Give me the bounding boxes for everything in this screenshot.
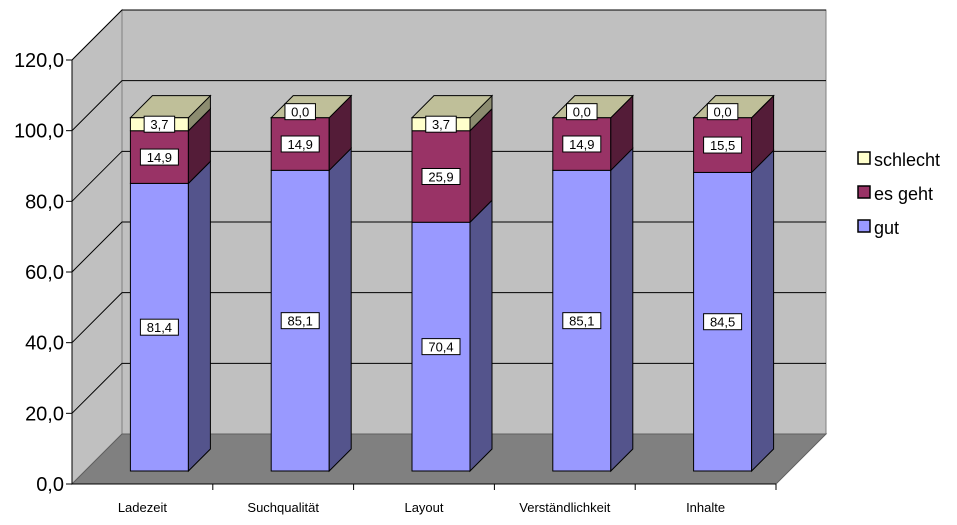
data-label-text: 15,5 [710, 138, 735, 153]
bar-side-gut [751, 149, 775, 473]
data-label: 3,7 [143, 115, 176, 133]
data-label: 0,0 [566, 103, 598, 121]
y-tick-label: 0,0 [36, 474, 64, 496]
y-tick-label: 20,0 [25, 403, 64, 425]
x-tick-label: Ladezeit [118, 500, 168, 515]
data-label-box [139, 318, 179, 336]
data-label-box [143, 115, 176, 133]
x-tick-label: Verständlichkeit [519, 500, 610, 515]
bar-side-gut [187, 160, 211, 473]
data-label-box [703, 136, 743, 154]
data-label-box [706, 103, 739, 121]
bar-side-gut [610, 147, 634, 473]
data-label-box [566, 103, 598, 121]
gridline [71, 80, 826, 132]
data-label-text: 14,9 [569, 137, 594, 152]
data-label-text: 85,1 [288, 314, 313, 329]
data-label-text: 14,9 [288, 137, 313, 152]
data-label: 85,1 [280, 312, 320, 330]
legend: schlecht es geht gut [850, 140, 954, 250]
data-labels: 81,4 14,9 3,7 85,1 14,9 0,0 70,4 25,9 3,7 85,1 14,… [139, 103, 743, 356]
data-label-text: 14,9 [147, 150, 172, 165]
x-tick-label: Inhalte [686, 500, 725, 515]
data-label: 84,5 [703, 313, 743, 331]
legend-swatch [857, 185, 871, 199]
y-tick-label: 120,0 [14, 50, 64, 72]
legend-label: schlecht [874, 150, 940, 170]
data-label-box [139, 148, 179, 166]
data-label-box [421, 167, 461, 185]
bar-side-gut [469, 199, 493, 473]
y-tick-label: 100,0 [14, 121, 64, 143]
data-label-text: 0,0 [291, 105, 309, 120]
data-label: 81,4 [139, 318, 179, 336]
data-label-text: 3,7 [432, 117, 450, 132]
data-label: 0,0 [284, 103, 316, 121]
data-label-text: 25,9 [428, 169, 453, 184]
data-label-box [284, 103, 316, 121]
data-label-box [562, 135, 602, 153]
x-tick-label: Layout [404, 500, 443, 515]
data-label-text: 3,7 [150, 117, 168, 132]
data-label-text: 0,0 [573, 105, 591, 120]
gridline [71, 9, 826, 61]
data-label-box [280, 312, 320, 330]
data-label: 14,9 [139, 148, 179, 166]
data-label: 14,9 [562, 135, 602, 153]
data-label: 15,5 [703, 136, 743, 154]
data-label-text: 70,4 [428, 340, 453, 355]
legend-label: es geht [874, 184, 933, 204]
data-label: 70,4 [421, 338, 461, 356]
data-label: 0,0 [706, 103, 739, 121]
y-tick-label: 40,0 [25, 333, 64, 355]
data-label-box [421, 338, 461, 356]
legend-label: gut [874, 218, 899, 238]
data-label: 3,7 [425, 115, 457, 133]
data-label-box [280, 135, 320, 153]
data-label-text: 0,0 [714, 105, 732, 120]
data-label-text: 84,5 [710, 315, 735, 330]
data-label: 25,9 [421, 167, 461, 185]
bar-side-gut [328, 147, 352, 473]
data-label-box [425, 115, 457, 133]
data-label-text: 81,4 [147, 320, 172, 335]
legend-swatch [857, 219, 871, 233]
data-label: 85,1 [562, 312, 602, 330]
y-tick-label: 60,0 [25, 262, 64, 284]
legend-swatch [857, 151, 871, 165]
x-tick-label: Suchqualität [247, 500, 319, 515]
y-tick-label: 80,0 [25, 191, 64, 213]
data-label-text: 85,1 [569, 314, 594, 329]
data-label-box [703, 313, 743, 331]
data-label: 14,9 [280, 135, 320, 153]
axes: 0,0 20,0 40,0 60,0 80,0 100,0 120,0 Ladezeit Suc… [14, 50, 777, 515]
data-label-box [562, 312, 602, 330]
